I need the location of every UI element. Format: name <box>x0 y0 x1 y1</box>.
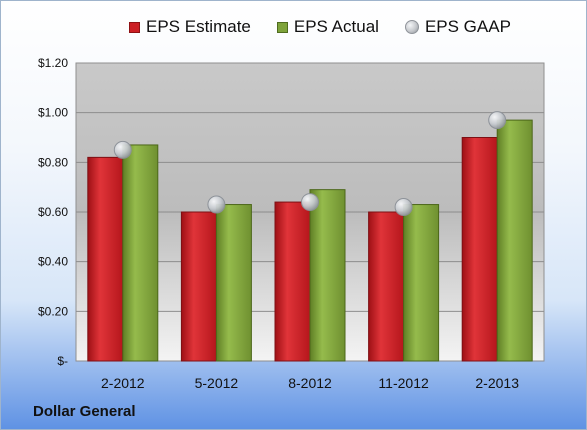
gaap-markers <box>113 111 507 217</box>
bar-eps-estimate <box>461 137 498 362</box>
x-tick-label: 2-2012 <box>101 375 145 391</box>
marker-eps-gaap <box>207 195 226 214</box>
y-tick-label: $- <box>57 354 68 368</box>
y-tick-label: $0.40 <box>38 255 68 269</box>
legend: EPS Estimate EPS Actual EPS GAAP <box>129 17 511 37</box>
x-tick-label: 8-2012 <box>288 375 332 391</box>
legend-label-eps-estimate: EPS Estimate <box>146 17 251 36</box>
bar-eps-actual <box>403 204 440 362</box>
legend-label-eps-actual: EPS Actual <box>293 17 379 36</box>
bar-eps-estimate <box>274 201 311 362</box>
marker-eps-gaap <box>113 140 132 159</box>
y-tick-label: $0.80 <box>38 155 68 169</box>
y-axis-ticks: $- $0.20 $0.40 $0.60 $0.80 $1.00 $1.20 <box>38 56 68 368</box>
y-tick-label: $0.20 <box>38 304 68 318</box>
legend-item-eps-gaap: EPS GAAP <box>404 17 511 37</box>
x-tick-label: 5-2012 <box>195 375 239 391</box>
legend-swatch-eps-estimate <box>129 21 140 33</box>
bar-eps-estimate <box>368 211 405 362</box>
marker-eps-gaap <box>301 193 319 212</box>
x-tick-label: 11-2012 <box>378 375 429 391</box>
x-axis-ticks: 2-2012 5-2012 8-2012 11-2012 2-2013 <box>101 375 519 391</box>
x-tick-label: 2-2013 <box>475 375 519 391</box>
y-tick-label: $1.20 <box>38 56 68 70</box>
bar-eps-actual <box>309 189 346 362</box>
legend-item-eps-actual: EPS Actual <box>276 17 379 37</box>
company-name: Dollar General <box>33 403 136 420</box>
bar-eps-actual <box>496 119 533 362</box>
marker-eps-gaap <box>394 198 413 217</box>
y-tick-label: $1.00 <box>38 106 68 120</box>
bar-eps-estimate <box>180 211 217 362</box>
legend-item-eps-estimate: EPS Estimate <box>129 17 251 37</box>
bar-eps-actual <box>122 144 159 362</box>
y-tick-label: $0.60 <box>38 205 68 219</box>
bar-eps-estimate <box>87 156 124 362</box>
bars <box>87 119 533 362</box>
bar-eps-actual <box>215 204 252 362</box>
legend-label-eps-gaap: EPS GAAP <box>424 17 511 36</box>
legend-swatch-eps-gaap <box>404 20 419 34</box>
marker-eps-gaap <box>488 111 507 130</box>
legend-swatch-eps-actual <box>276 21 288 33</box>
